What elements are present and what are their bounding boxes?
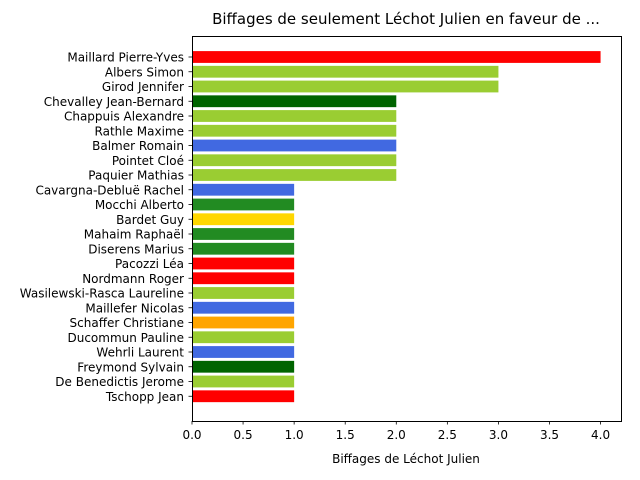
category-label: Mahaim Raphaël xyxy=(84,228,184,242)
x-axis-label: Biffages de Léchot Julien xyxy=(332,452,480,466)
bar xyxy=(192,110,397,122)
chart-title: Biffages de seulement Léchot Julien en f… xyxy=(212,10,600,28)
x-tick-label: 1.5 xyxy=(336,428,355,442)
bar xyxy=(192,242,295,255)
category-label: Freymond Sylvain xyxy=(77,360,184,374)
category-label: Wehrli Laurent xyxy=(96,346,184,360)
category-label: Ducommun Pauline xyxy=(67,331,184,345)
category-label: Bardet Guy xyxy=(116,213,184,227)
x-tick-label: 2.0 xyxy=(387,428,406,442)
x-tick-label: 0.5 xyxy=(234,428,253,442)
category-label: Diserens Marius xyxy=(88,242,184,256)
bar xyxy=(192,213,295,226)
bar xyxy=(192,301,295,314)
category-label: Schaffer Christiane xyxy=(70,316,184,330)
bar xyxy=(192,139,397,152)
bar xyxy=(192,390,295,403)
category-label: Rathle Maxime xyxy=(95,124,184,138)
bar xyxy=(192,80,499,93)
category-label: De Benedictis Jerome xyxy=(55,375,184,389)
category-label: Paquier Mathias xyxy=(88,169,184,183)
bar xyxy=(192,51,601,63)
category-label: Albers Simon xyxy=(105,65,184,79)
category-label: Maillard Pierre-Yves xyxy=(67,51,184,65)
bar xyxy=(192,154,397,167)
category-label: Pacozzi Léa xyxy=(115,257,184,271)
category-label: Cavargna-Debluë Rachel xyxy=(35,183,184,197)
x-tick-label: 2.5 xyxy=(438,428,457,442)
bar xyxy=(192,198,295,211)
x-tick-label: 1.0 xyxy=(285,428,304,442)
bar xyxy=(192,169,397,181)
category-label: Pointet Cloé xyxy=(112,154,184,168)
bar xyxy=(192,95,397,108)
x-tick-label: 4.0 xyxy=(591,428,610,442)
category-label: Mocchi Alberto xyxy=(95,198,184,212)
bar xyxy=(192,228,295,240)
category-label: Maillefer Nicolas xyxy=(85,301,184,315)
bars-group xyxy=(192,51,601,403)
category-label: Balmer Romain xyxy=(92,139,184,153)
bar xyxy=(192,287,295,299)
category-label: Chappuis Alexandre xyxy=(64,110,184,124)
x-ticks-group: 0.0 0.5 1.0 1.5 2.0 2.5 3.0 3.5 4.0 xyxy=(182,421,610,442)
x-tick-label: 3.0 xyxy=(489,428,508,442)
bar xyxy=(192,360,295,373)
category-label: Girod Jennifer xyxy=(102,80,184,94)
bar xyxy=(192,331,295,344)
bar xyxy=(192,316,295,329)
bar xyxy=(192,124,397,137)
category-label: Nordmann Roger xyxy=(82,272,184,286)
category-label: Wasilewski-Rasca Laureline xyxy=(20,287,184,301)
bar xyxy=(192,272,295,285)
bar xyxy=(192,257,295,270)
x-tick-label: 0.0 xyxy=(182,428,201,442)
bar xyxy=(192,375,295,388)
category-label: Tschopp Jean xyxy=(105,390,184,404)
plot-frame xyxy=(192,36,622,422)
bar xyxy=(192,346,295,358)
x-tick-label: 3.5 xyxy=(540,428,559,442)
bar xyxy=(192,183,295,196)
category-label: Chevalley Jean-Bernard xyxy=(44,95,184,109)
bar xyxy=(192,65,499,78)
